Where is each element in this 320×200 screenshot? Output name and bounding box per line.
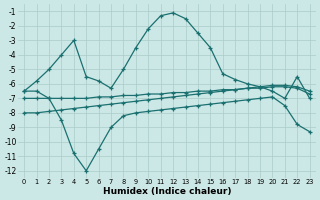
X-axis label: Humidex (Indice chaleur): Humidex (Indice chaleur) bbox=[103, 187, 231, 196]
